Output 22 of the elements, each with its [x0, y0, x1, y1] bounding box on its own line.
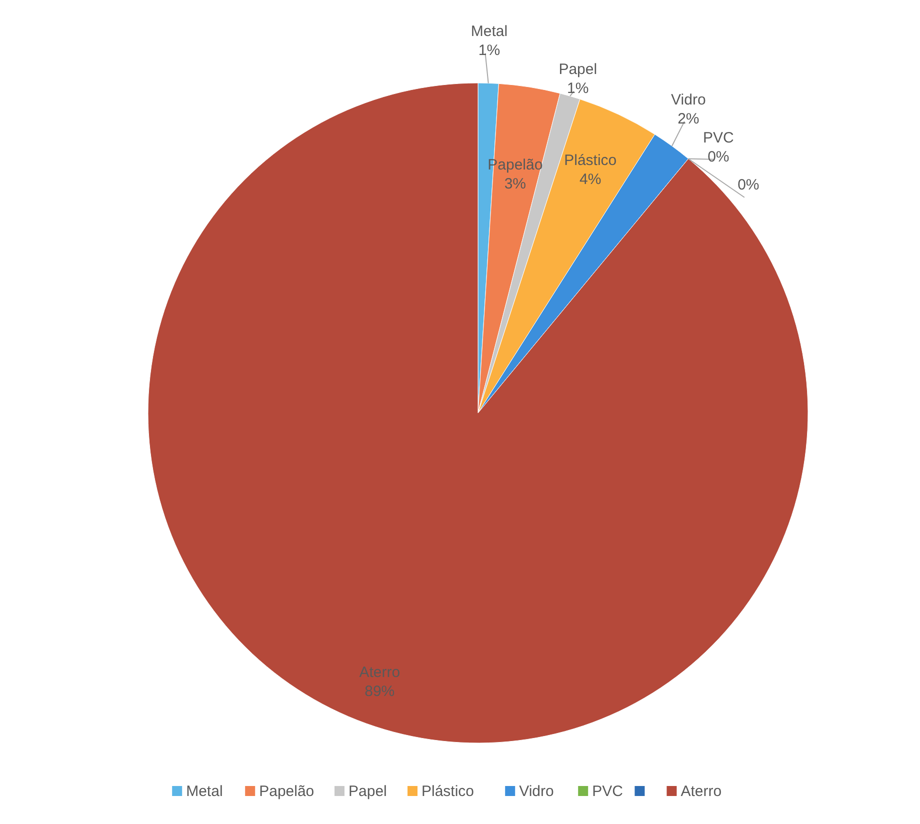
text: 0% — [738, 176, 760, 194]
slice-label: Metal — [470, 23, 508, 40]
legend-label: PVC — [592, 783, 624, 800]
slice-label: Aterro — [359, 664, 400, 682]
data-label: 1% — [478, 42, 500, 60]
text: 0% — [708, 148, 730, 166]
legend-label: Papelão — [259, 783, 314, 800]
pie-slice — [148, 82, 808, 744]
legend-label: Metal — [186, 783, 223, 800]
legend-label: Vidro — [519, 783, 554, 800]
legend-label: Papel — [348, 783, 387, 800]
data-label: 3% — [504, 175, 526, 192]
data-label: 2% — [678, 110, 700, 128]
data-label: 1% — [567, 80, 589, 98]
legend-label: Aterro — [680, 783, 722, 800]
category-label: PVC — [703, 129, 734, 146]
slice-label: Plástico — [564, 152, 617, 170]
slice-label: Papel — [558, 61, 598, 78]
legend-label: Plástico — [422, 783, 474, 800]
data-label: 89% — [364, 683, 395, 700]
data-label: 4% — [580, 171, 602, 188]
slice-label: Vidro — [671, 91, 706, 108]
